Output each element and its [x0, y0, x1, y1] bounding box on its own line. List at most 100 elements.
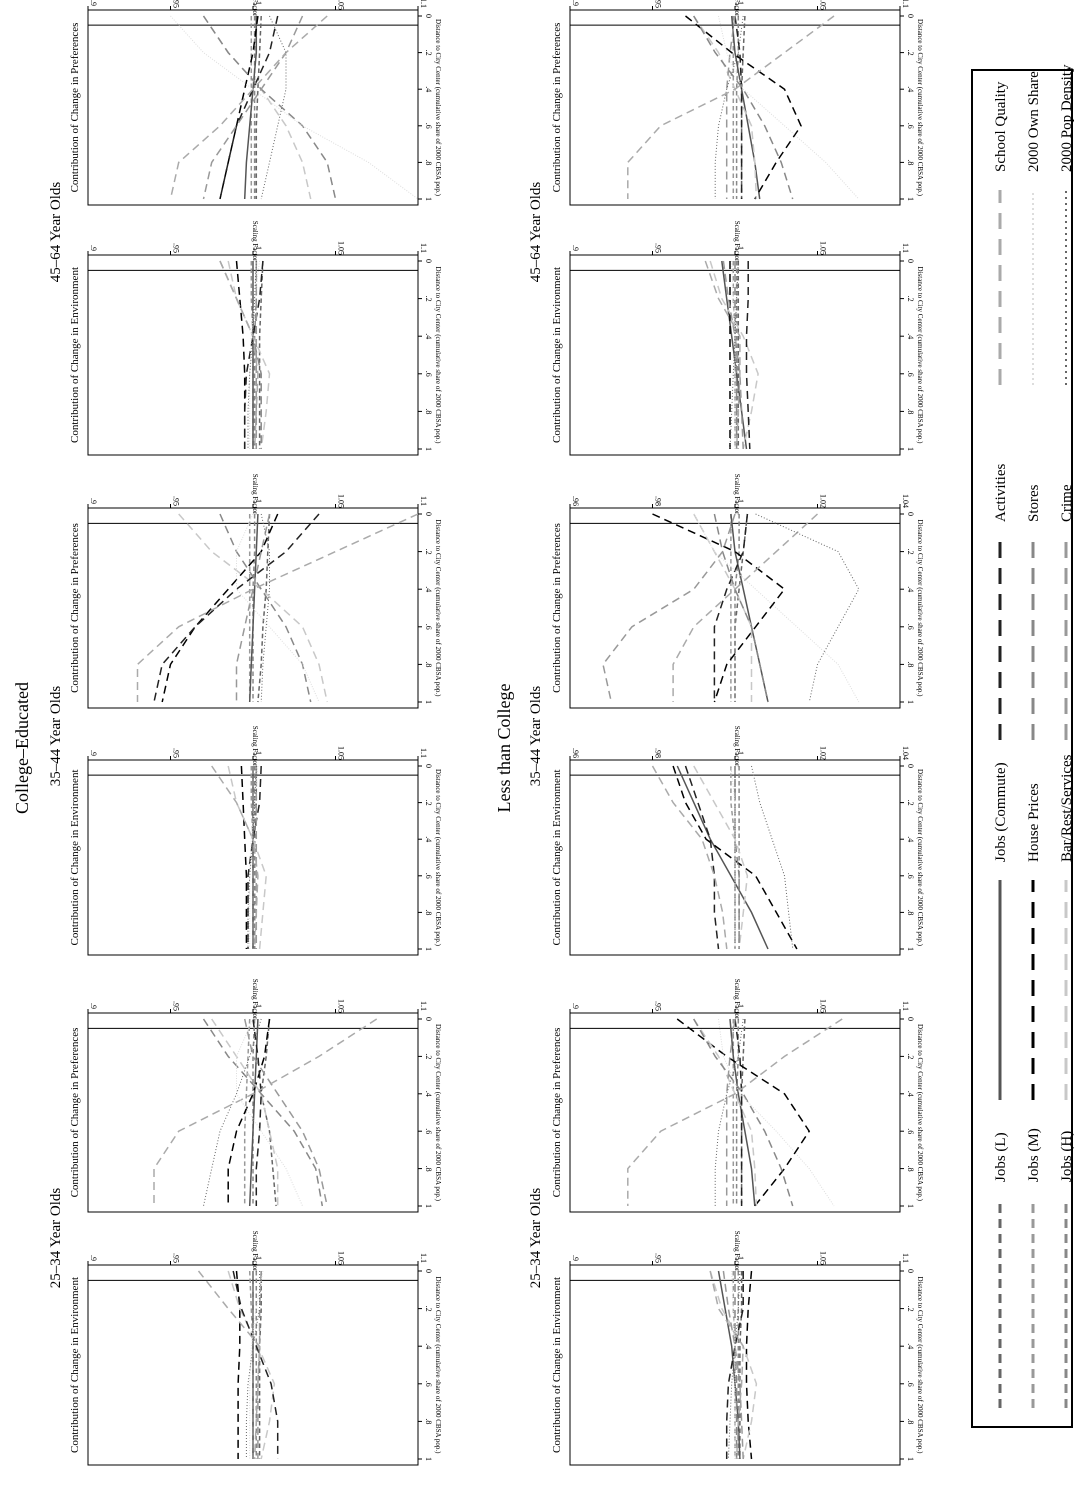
y-tick-label: 1.1 [419, 496, 428, 506]
series-2000-own-share [236, 513, 320, 703]
x-tick-label: .6 [906, 624, 915, 630]
series-activities [734, 1018, 743, 1206]
x-axis-label: Distance to City Center (cumulative shar… [916, 1024, 924, 1202]
panel-less-than-college-35-44-year-olds-env: .96 .98 1 1.02 1.04 0 .2 .4 .6 .8 1 Contribution of… [551, 726, 924, 956]
panel-title: Contribution of Change in Preferences [69, 1028, 81, 1198]
y-axis-label: Scaling Factor [733, 726, 741, 767]
y-tick-label: .95 [654, 243, 663, 253]
series-house-prices [745, 1270, 753, 1460]
series-bar-rest-services [709, 1270, 758, 1460]
x-tick-label: 0 [906, 1269, 915, 1273]
series-activities [153, 513, 320, 703]
legend-item-jobs-commute: Jobs (Commute) [993, 762, 1009, 1100]
legend-item-jobs-m: Jobs (M) [1026, 1128, 1042, 1408]
x-tick-label: .4 [424, 1343, 433, 1349]
x-tick-label: .8 [424, 1166, 433, 1172]
series-stores [693, 15, 794, 200]
series-bar-rest-services [709, 260, 759, 450]
series-house-prices [235, 1270, 241, 1459]
plot-frame [569, 1012, 901, 1213]
chart-panels: .9 .95 1 1.05 1.1 0 .2 .4 .6 .8 1 Contribution of C… [69, 0, 924, 1466]
panel-title: Contribution of Change in Environment [551, 770, 563, 946]
x-tick-label: 0 [424, 259, 433, 263]
y-tick-label: .95 [172, 748, 181, 758]
x-tick-label: .4 [906, 586, 915, 592]
series-school-quality [197, 1270, 261, 1460]
legend-item-school-quality: School Quality [993, 81, 1009, 385]
x-tick-label: 1 [906, 1204, 915, 1208]
x-axis-label: Distance to City Center (cumulative shar… [916, 267, 924, 445]
y-axis-label: Scaling Factor [251, 221, 259, 262]
x-tick-label: .2 [424, 549, 433, 555]
x-tick-label: .4 [906, 1343, 915, 1349]
series-jobs-commute [717, 1270, 741, 1460]
y-tick-label: 1.05 [819, 241, 828, 255]
y-tick-label: .9 [571, 245, 580, 251]
series-crime [257, 1270, 262, 1459]
series-2000-pop-density [260, 15, 287, 200]
x-tick-label: 0 [906, 764, 915, 768]
series-house-prices [672, 765, 798, 950]
legend-label: Bar/Rest/Services [1059, 754, 1075, 862]
legend-label: House Prices [1026, 783, 1042, 862]
y-tick-label: 1 [736, 1, 745, 5]
panel-less-than-college-45-64-year-olds-env: .9 .95 1 1.05 1.1 0 .2 .4 .6 .8 1 Contribution of C… [551, 221, 924, 456]
legend-label: Activities [993, 464, 1009, 522]
series-school-quality [627, 1018, 843, 1206]
x-tick-label: 1 [424, 947, 433, 951]
x-tick-label: 1 [906, 700, 915, 704]
x-axis-label: Distance to City Center (cumulative shar… [916, 520, 924, 698]
x-tick-label: 1 [424, 700, 433, 704]
panel-college-educated-25-34-year-olds-pref: .9 .95 1 1.05 1.1 0 .2 .4 .6 .8 1 Contribution of C… [69, 979, 442, 1213]
x-tick-label: 0 [424, 764, 433, 768]
y-tick-label: .9 [89, 498, 98, 504]
y-axis-label: Scaling Factor [251, 979, 259, 1020]
x-axis-label: Distance to City Center (cumulative shar… [434, 267, 442, 445]
series-activities [219, 15, 279, 200]
group-title-less-than-college: Less than College [494, 684, 514, 813]
series-house-prices [676, 1018, 811, 1207]
y-tick-label: .95 [654, 1001, 663, 1011]
y-tick-label: .98 [654, 748, 663, 758]
y-tick-label: .95 [172, 496, 181, 506]
series-crime [243, 1018, 328, 1207]
series-2000-own-share [718, 1018, 835, 1207]
headings: College–Educated Less than College 25–34… [12, 182, 544, 1289]
age-title-college-35-44: 35–44 Year Olds [48, 686, 64, 787]
y-tick-label: 1.05 [337, 999, 346, 1013]
legend-label: School Quality [993, 81, 1009, 172]
x-tick-label: 0 [424, 1269, 433, 1273]
panel-less-than-college-25-34-year-olds-pref: .9 .95 1 1.05 1.1 0 .2 .4 .6 .8 1 Contribution of C… [551, 979, 924, 1213]
series-jobs-commute [730, 15, 761, 200]
legend-label: Crime [1059, 484, 1075, 522]
series-activities [684, 765, 720, 950]
y-tick-label: 1 [254, 246, 263, 250]
age-title-college-45-64: 45–64 Year Olds [48, 182, 64, 283]
x-tick-label: 0 [906, 259, 915, 263]
panel-title: Contribution of Change in Environment [69, 1277, 81, 1453]
legend-label: Stores [1026, 484, 1042, 522]
series-bar-rest-services [178, 513, 328, 703]
legend-item-bar-rest-services: Bar/Rest/Services [1059, 754, 1075, 1100]
x-axis-label: Distance to City Center (cumulative shar… [434, 1277, 442, 1455]
series-jobs-commute [248, 513, 259, 703]
x-tick-label: 1 [424, 1457, 433, 1461]
y-axis-label: Scaling Factor [733, 474, 741, 515]
y-tick-label: .9 [571, 1003, 580, 1009]
series-school-quality [672, 513, 819, 702]
x-tick-label: .8 [906, 159, 915, 165]
series-house-prices [685, 15, 802, 200]
panel-college-educated-45-64-year-olds-env: .9 .95 1 1.05 1.1 0 .2 .4 .6 .8 1 Contribution of C… [69, 221, 442, 456]
x-tick-label: .2 [424, 50, 433, 56]
legend: Jobs (L) Jobs (M) Jobs (H) Jobs (Commute) Ho… [971, 64, 1075, 1428]
series-2000-pop-density [203, 1018, 262, 1207]
x-tick-label: .6 [906, 1128, 915, 1134]
x-tick-label: .2 [424, 800, 433, 806]
y-tick-label: 1.05 [337, 0, 346, 10]
series-activities [232, 1270, 279, 1459]
x-tick-label: 1 [424, 197, 433, 201]
series-stores [734, 261, 738, 449]
age-title-less-25-34: 25–34 Year Olds [528, 1188, 544, 1289]
x-tick-label: .4 [424, 586, 433, 592]
